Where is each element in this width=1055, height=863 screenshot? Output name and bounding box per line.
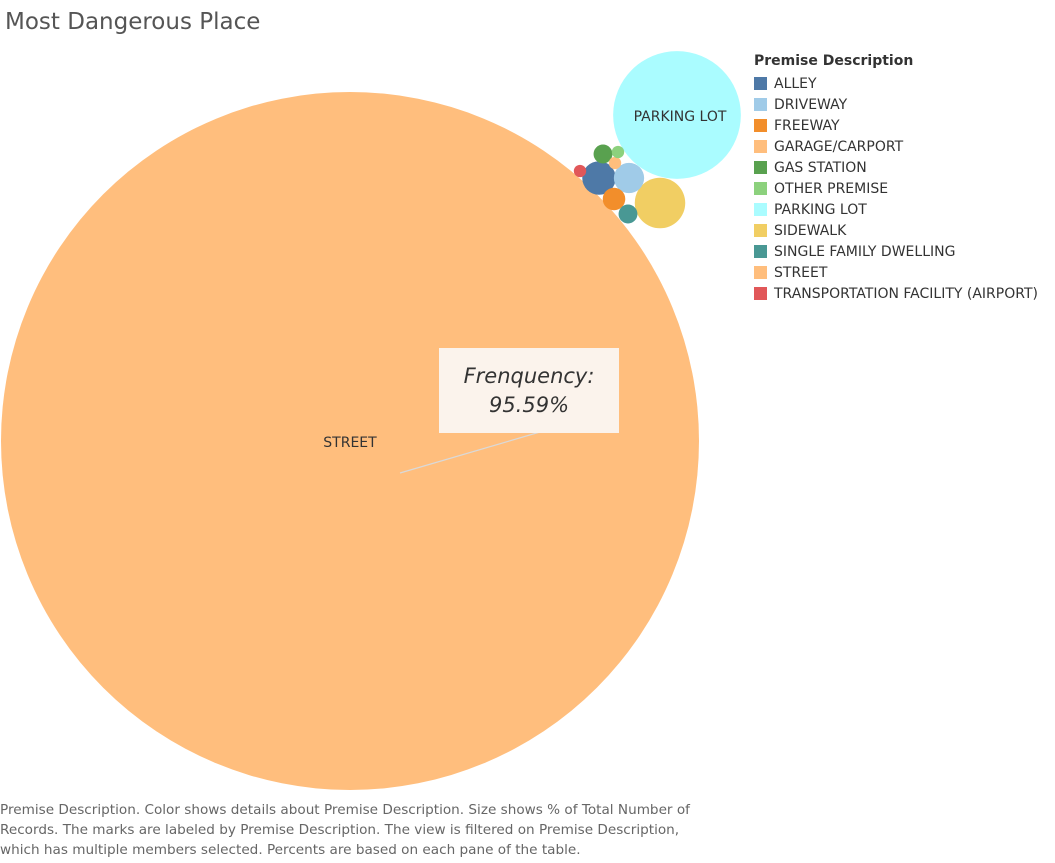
legend-label: ALLEY: [774, 75, 817, 92]
legend-label: SIDEWALK: [774, 222, 847, 239]
chart-caption: Premise Description. Color shows details…: [0, 800, 735, 860]
bubble-street[interactable]: [1, 92, 699, 790]
legend-swatch: [754, 161, 767, 174]
legend-item-other-premise[interactable]: OTHER PREMISE: [754, 178, 1054, 199]
bubble-label-parking-lot: PARKING LOT: [634, 109, 727, 125]
legend-swatch: [754, 245, 767, 258]
tooltip-leader-line: [399, 431, 541, 474]
bubble-freeway[interactable]: [602, 187, 626, 211]
legend-item-gas-station[interactable]: GAS STATION: [754, 157, 1054, 178]
bubble-label-street: STREET: [323, 435, 377, 451]
bubble-single-family-dwelling[interactable]: [618, 204, 638, 224]
legend-title: Premise Description: [754, 53, 914, 69]
tooltip-value: 95.59%: [488, 392, 570, 417]
legend-label: GARAGE/CARPORT: [774, 138, 904, 155]
legend-swatch: [754, 119, 767, 132]
legend-swatch: [754, 140, 767, 153]
caption-line-2: Records. The marks are labeled by Premis…: [0, 822, 680, 838]
frequency-tooltip: Frenquency: 95.59%: [439, 348, 619, 433]
legend-swatch: [754, 287, 767, 300]
legend-label: STREET: [774, 264, 828, 281]
legend-label: TRANSPORTATION FACILITY (AIRPORT): [774, 285, 1038, 302]
legend-label: PARKING LOT: [774, 201, 867, 218]
legend-label: SINGLE FAMILY DWELLING: [774, 243, 956, 260]
page-title: Most Dangerous Place: [5, 9, 261, 35]
bubble-other-premise[interactable]: [611, 145, 625, 159]
legend-swatch: [754, 224, 767, 237]
legend-swatch: [754, 266, 767, 279]
legend-item-garage-carport[interactable]: GARAGE/CARPORT: [754, 136, 1054, 157]
caption-line-3: which has multiple members selected. Per…: [0, 842, 581, 858]
bubble-garage-carport[interactable]: [608, 156, 622, 170]
legend-item-sidewalk[interactable]: SIDEWALK: [754, 220, 1054, 241]
legend-swatch: [754, 182, 767, 195]
legend-swatch: [754, 203, 767, 216]
legend: Premise Description ALLEY DRIVEWAY FREEWAY…: [754, 53, 1054, 304]
legend-label: OTHER PREMISE: [774, 180, 889, 197]
bubble-sidewalk[interactable]: [634, 177, 686, 229]
legend-item-driveway[interactable]: DRIVEWAY: [754, 94, 1054, 115]
legend-item-transportation-facility-airport[interactable]: TRANSPORTATION FACILITY (AIRPORT): [754, 283, 1054, 304]
bubble-parking-lot[interactable]: [613, 51, 741, 179]
legend-label: GAS STATION: [774, 159, 867, 176]
legend-swatch: [754, 77, 767, 90]
legend-item-freeway[interactable]: FREEWAY: [754, 115, 1054, 136]
legend-label: FREEWAY: [774, 117, 840, 134]
bubble-transportation-facility-airport[interactable]: [573, 164, 587, 178]
bubble-alley[interactable]: [582, 161, 616, 195]
bubble-gas-station[interactable]: [593, 144, 613, 164]
legend-swatch: [754, 98, 767, 111]
legend-item-alley[interactable]: ALLEY: [754, 73, 1054, 94]
caption-line-1: Premise Description. Color shows details…: [0, 802, 690, 818]
bubble-driveway[interactable]: [613, 162, 645, 194]
legend-item-parking-lot[interactable]: PARKING LOT: [754, 199, 1054, 220]
legend-item-street[interactable]: STREET: [754, 262, 1054, 283]
legend-label: DRIVEWAY: [774, 96, 848, 113]
bubble-chart-svg: PARKING LOT STREET: [1, 51, 741, 790]
bubble-chart: PARKING LOT STREET: [1, 51, 741, 790]
legend-item-single-family-dwelling[interactable]: SINGLE FAMILY DWELLING: [754, 241, 1054, 262]
legend-items: ALLEY DRIVEWAY FREEWAY GARAGE/CARPORT GAS ST…: [754, 73, 1054, 304]
tooltip-label: Frenquency:: [463, 363, 595, 388]
